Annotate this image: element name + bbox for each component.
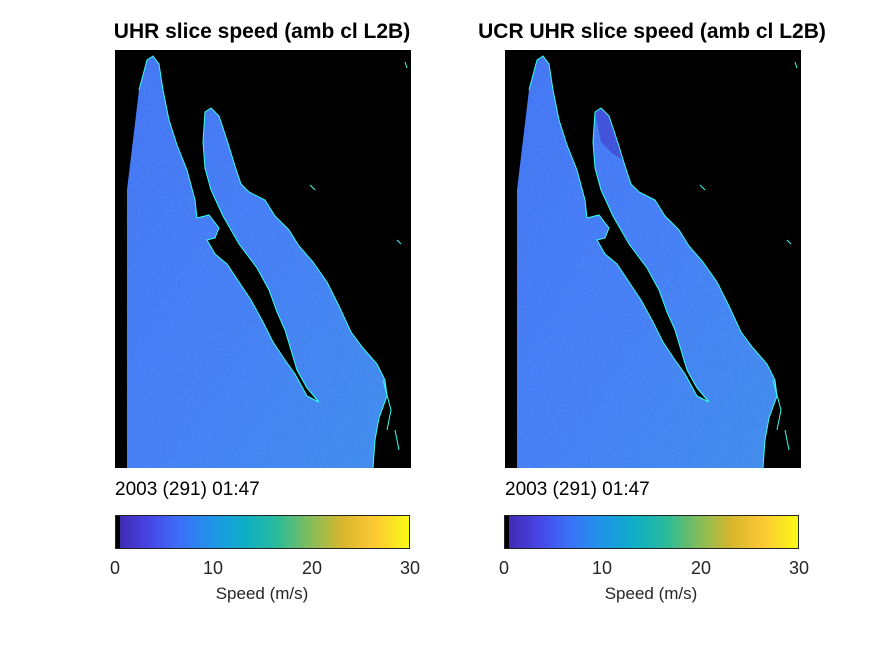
panel-1-tick-0: 0 <box>109 558 121 578</box>
panel-2-coastline <box>528 55 778 468</box>
panel-1-wind-map <box>115 50 411 468</box>
panel-2-title: UCR UHR slice speed (amb cl L2B) <box>478 20 826 43</box>
panel-1-tick-20: 20 <box>301 558 323 578</box>
panel-1-colorbar <box>115 515 410 549</box>
panel-2-tick-20: 20 <box>690 558 712 578</box>
panel-1-title: UHR slice speed (amb cl L2B) <box>113 20 411 43</box>
panel-2-tick-0: 0 <box>498 558 510 578</box>
panel-2-coast-islands <box>699 61 798 451</box>
panel-1-coastline <box>138 55 388 468</box>
panel-1-tick-10: 10 <box>202 558 224 578</box>
panel-1-colorbar-label: Speed (m/s) <box>215 584 309 603</box>
panel-2-tick-10: 10 <box>591 558 613 578</box>
panel-2-colorbar-label: Speed (m/s) <box>604 584 698 603</box>
panel-2-timestamp: 2003 (291) 01:47 <box>505 479 650 500</box>
panel-2-tick-30: 30 <box>788 558 810 578</box>
panel-1-timestamp: 2003 (291) 01:47 <box>115 479 260 500</box>
panel-1-coast-islands <box>309 61 408 451</box>
panel-1-tick-30: 30 <box>399 558 421 578</box>
panel-2-wind-map <box>505 50 801 468</box>
panel-2-colorbar <box>504 515 799 549</box>
